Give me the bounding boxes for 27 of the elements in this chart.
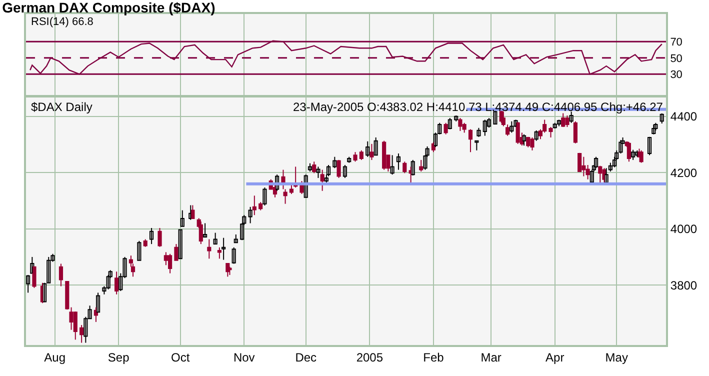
annotation: $DAX Daily	[31, 100, 92, 114]
y-tick-label: 4000	[670, 222, 698, 236]
x-tick-label: 2005	[356, 350, 384, 364]
line-series	[30, 40, 662, 75]
y-tick-label: 30	[670, 69, 682, 82]
candlestick	[476, 127, 481, 138]
annotation: 23-May-2005 O:4383.02 H:4410.73 L:4374.49 C:4406.95 Chg:+46.27	[293, 100, 664, 114]
x-tick-label: May	[605, 350, 628, 364]
y-tick-label: 4400	[670, 110, 698, 124]
candlestick	[178, 229, 182, 260]
chart-title: German DAX Composite ($DAX)	[2, 0, 216, 16]
x-tick-label: Feb	[423, 350, 444, 364]
x-tick-label: Mar	[480, 350, 502, 364]
y-tick-label: 70	[670, 36, 682, 48]
x-tick-label: Oct	[171, 350, 190, 364]
x-tick-label: Nov	[233, 350, 255, 364]
candlestick	[353, 152, 358, 162]
x-tick-label: Aug	[44, 350, 66, 364]
annotation: RSI(14) 66.8	[31, 16, 94, 28]
y-tick-label: 4200	[670, 166, 698, 180]
x-tick-label: Apr	[546, 350, 564, 364]
y-tick-label: 3800	[670, 278, 698, 292]
x-tick-label: Sep	[108, 350, 130, 364]
x-tick-label: Dec	[295, 350, 317, 364]
y-tick-label: 50	[670, 52, 682, 65]
candlestick	[370, 143, 374, 160]
candlestick	[316, 166, 320, 178]
